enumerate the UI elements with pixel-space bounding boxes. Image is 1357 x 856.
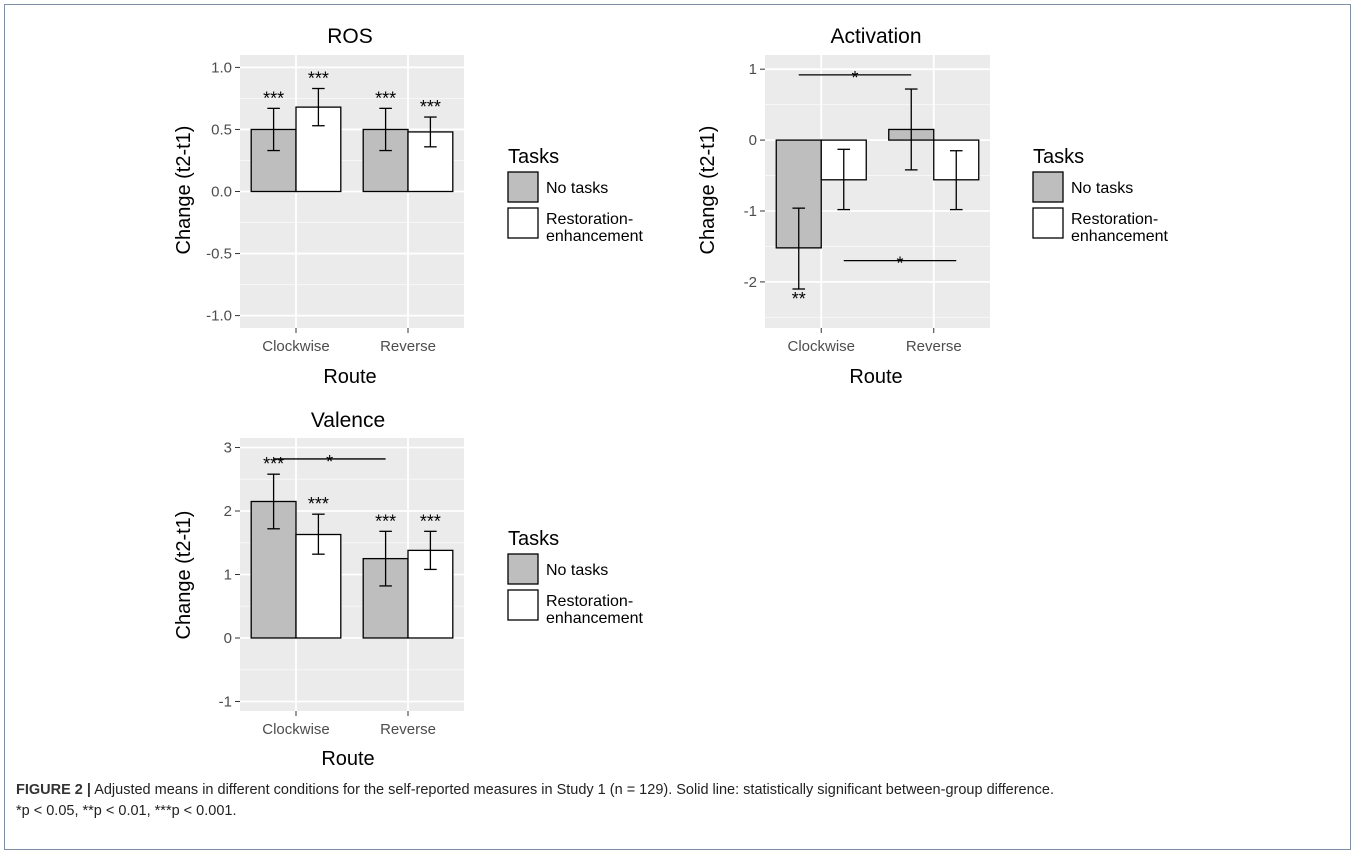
legend-title: Tasks — [508, 528, 559, 550]
x-tick-label: Reverse — [380, 338, 436, 355]
x-tick-label: Clockwise — [787, 338, 855, 355]
panel-ros: ROS Change (t2-t1) Route Tasks No tasks … — [173, 25, 644, 388]
significance-label: *** — [420, 97, 441, 117]
panel-valence: Valence Change (t2-t1) Route Tasks No ta… — [173, 409, 644, 770]
significance-label: *** — [308, 494, 329, 514]
comparison-label: * — [896, 254, 903, 274]
legend-swatch-no-tasks — [507, 171, 539, 203]
y-tick-label: 1 — [749, 61, 757, 78]
legend-label-no-tasks: No tasks — [1071, 180, 1133, 197]
y-tick-label: -0.5 — [206, 246, 232, 263]
x-axis-label: Route — [323, 366, 376, 388]
y-tick-label: 1.0 — [211, 59, 232, 76]
x-axis-label: Route — [849, 366, 902, 388]
comparison-label: * — [326, 452, 333, 472]
significance-label: *** — [263, 88, 284, 108]
chart-title: ROS — [327, 25, 373, 48]
legend-label-restoration: Restoration- — [546, 211, 633, 228]
chart-title: Valence — [311, 409, 385, 432]
figure-label: FIGURE 2 | — [16, 782, 91, 798]
x-tick-label: Clockwise — [262, 338, 330, 355]
y-axis-label: Change (t2-t1) — [173, 511, 195, 640]
legend-title: Tasks — [1033, 146, 1084, 168]
caption-text: Adjusted means in different conditions f… — [90, 782, 1055, 798]
x-tick-label: Reverse — [380, 721, 436, 738]
legend-swatch-restoration — [507, 207, 539, 239]
figure-caption: FIGURE 2 | Adjusted means in different c… — [16, 780, 1336, 822]
x-tick-label: Reverse — [906, 338, 962, 355]
comparison-label: * — [851, 68, 858, 88]
significance-label: *** — [420, 511, 441, 531]
y-axis-label: Change (t2-t1) — [173, 126, 195, 255]
y-tick-label: 0 — [749, 132, 757, 149]
y-tick-label: 0.0 — [211, 184, 232, 201]
legend-swatch-restoration — [1032, 207, 1064, 239]
y-tick-label: -1.0 — [206, 308, 232, 325]
significance-label: *** — [375, 88, 396, 108]
y-tick-label: -1 — [744, 203, 757, 220]
y-tick-label: 0.5 — [211, 121, 232, 138]
y-tick-label: -1 — [219, 693, 232, 710]
legend-label-restoration-cont: enhancement — [1071, 228, 1169, 245]
y-axis-label: Change (t2-t1) — [697, 126, 719, 255]
legend-label-restoration-cont: enhancement — [546, 228, 644, 245]
panel-activation: Activation Change (t2-t1) Route Tasks No… — [697, 25, 1169, 388]
chart-title: Activation — [830, 25, 921, 48]
figure-frame — [4, 4, 1351, 850]
caption-significance: *p < 0.05, **p < 0.01, ***p < 0.001. — [16, 803, 237, 819]
y-tick-label: 3 — [224, 440, 232, 457]
legend-label-no-tasks: No tasks — [546, 562, 608, 579]
significance-label: *** — [308, 69, 329, 89]
y-tick-label: 1 — [224, 567, 232, 584]
legend-swatch-restoration — [507, 589, 539, 621]
significance-label: ** — [792, 289, 806, 309]
y-tick-label: 2 — [224, 503, 232, 520]
legend-label-restoration-cont: enhancement — [546, 610, 644, 627]
y-tick-label: 0 — [224, 630, 232, 647]
legend-label-restoration: Restoration- — [546, 593, 633, 610]
y-tick-label: -2 — [744, 274, 757, 291]
legend-label-restoration: Restoration- — [1071, 211, 1158, 228]
legend-swatch-no-tasks — [507, 553, 539, 585]
legend-swatch-no-tasks — [1032, 171, 1064, 203]
legend-label-no-tasks: No tasks — [546, 180, 608, 197]
x-tick-label: Clockwise — [262, 721, 330, 738]
significance-label: *** — [375, 511, 396, 531]
significance-label: *** — [263, 454, 284, 474]
x-axis-label: Route — [321, 748, 374, 770]
legend-title: Tasks — [508, 146, 559, 168]
